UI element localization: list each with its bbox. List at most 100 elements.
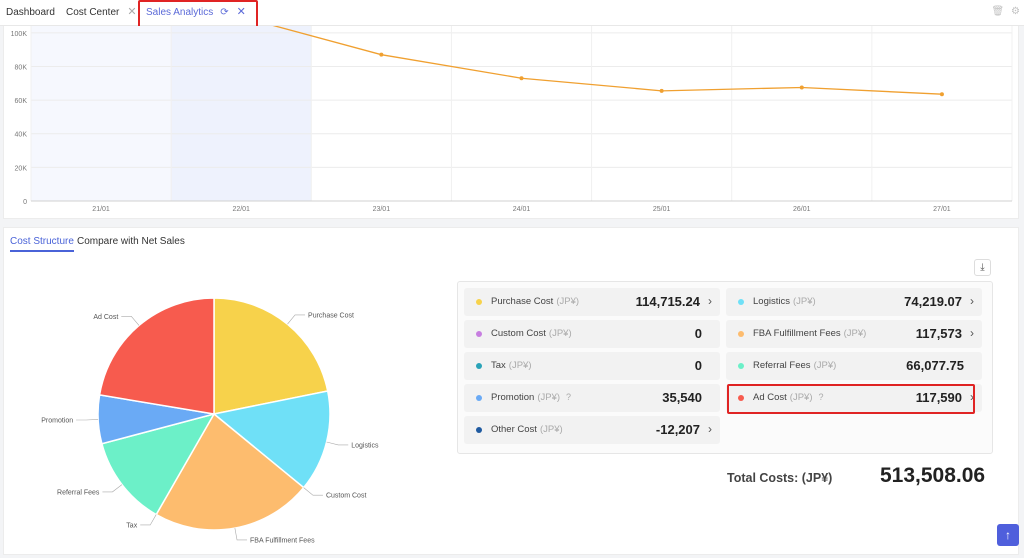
tab-label: Cost Center [66,7,120,18]
cost-structure-card: Cost Structure Compare with Net Sales Pu… [3,227,1019,555]
sales-line-chart: 0 20K 40K 60K 80K 100K 21/01 22/01 23/01 24/01 25/… [11,26,1013,213]
label-leader-line [121,316,140,326]
cost-value: 74,219.07 [904,294,962,309]
pie-label: FBA Fulfillment Fees [250,537,315,544]
cost-item-other[interactable]: Other Cost (JP¥) -12,207 › [464,416,720,444]
chevron-right-icon[interactable]: › [970,390,974,404]
close-icon[interactable]: ✕ [236,6,246,18]
cost-item-fba[interactable]: FBA Fulfillment Fees (JP¥) 117,573 › [726,320,982,348]
pie-slice[interactable] [100,412,216,516]
y-tick-label: 80K [15,64,28,71]
pie-slice[interactable] [98,297,215,415]
cost-value: 66,077.75 [906,358,964,373]
highlight-box [727,384,975,414]
data-point[interactable] [799,85,804,90]
hover-band [31,26,172,201]
cost-value: -12,207 [655,422,700,437]
tab-sales-analytics[interactable]: Sales Analytics ⟳ ✕ [146,0,246,26]
total-costs-value: 513,508.06 [880,464,986,487]
label-leader-line [234,528,248,541]
legend-dot [738,331,744,337]
y-tick-label: 60K [15,98,28,105]
x-tick-label: 23/01 [373,206,391,213]
download-button[interactable]: ⤓ [974,259,991,276]
cost-item-promotion: Promotion (JP¥)? 35,540 [464,384,720,412]
chevron-right-icon[interactable]: › [708,422,712,436]
trash-icon[interactable]: 🗑 [991,6,1005,17]
cost-value: 117,590 [915,390,962,405]
chevron-right-icon[interactable]: › [708,294,712,308]
close-icon[interactable]: ✕ [127,6,137,18]
pie-slice[interactable] [213,297,329,415]
legend-dot [476,299,482,305]
x-tick-label: 24/01 [513,206,531,213]
cost-item-referral: Referral Fees (JP¥) 66,077.75 [726,352,982,380]
data-point[interactable] [519,76,524,81]
help-icon[interactable]: ? [566,392,572,402]
legend-dot [476,331,482,337]
data-point[interactable] [659,88,664,93]
tab-cost-center[interactable]: Cost Center ✕ [66,0,137,26]
legend-dot [738,299,744,305]
legend-dot [738,395,744,401]
cost-value: 114,715.24 [635,294,700,309]
cost-item-purchase[interactable]: Purchase Cost (JP¥) 114,715.24 › [464,288,720,316]
tab-label: Dashboard [6,7,55,18]
arrow-up-icon: ↑ [1005,528,1011,542]
pie-label: Promotion [41,418,73,425]
cost-value: 117,573 [915,326,962,341]
chevron-right-icon[interactable]: › [970,294,974,308]
y-tick-label: 100K [11,31,28,38]
tab-cost-structure[interactable]: Cost Structure [10,236,74,252]
label-leader-line [102,484,123,493]
x-tick-label: 27/01 [933,206,951,213]
cost-pie-chart: Purchase Cost Logistics Custom Cost FBA Ful… [41,297,379,544]
pie-label: Tax [126,522,137,529]
x-tick-label: 22/01 [232,206,250,213]
y-tick-label: 0 [23,199,27,206]
cost-value: 35,540 [662,390,702,405]
cost-item-custom: Custom Cost (JP¥) 0 [464,320,720,348]
pie-label: Purchase Cost [308,312,354,319]
cost-item-tax: Tax (JP¥) 0 [464,352,720,380]
x-tick-label: 26/01 [793,206,811,213]
refresh-icon[interactable]: ⟳ [220,7,229,18]
cost-breakdown-panel: Purchase Cost (JP¥) 114,715.24 › Logistic… [457,281,993,454]
x-tick-label: 25/01 [653,206,671,213]
pie-slice[interactable] [155,412,305,531]
help-icon[interactable]: ? [818,392,824,402]
gear-icon[interactable]: ⚙ [1011,6,1020,17]
chevron-right-icon[interactable]: › [970,326,974,340]
legend-dot [476,395,482,401]
legend-dot [476,427,482,433]
cost-value: 0 [694,326,702,341]
label-leader-line [326,441,349,446]
hover-band [171,26,312,201]
legend-dot [476,363,482,369]
data-point[interactable] [379,52,384,57]
pie-label: Logistics [351,442,379,449]
legend-dot [738,363,744,369]
total-costs-label: Total Costs: (JP¥) [727,471,833,485]
y-tick-label: 40K [15,132,28,139]
tab-compare-net-sales[interactable]: Compare with Net Sales [77,236,185,247]
pie-slice[interactable] [212,390,331,489]
cost-item-ad[interactable]: Ad Cost (JP¥)? 117,590 › [726,384,982,412]
data-point[interactable] [939,92,944,97]
toolbar-icons: 🗑 ⚙ [992,6,1020,17]
tab-bar: Dashboard Cost Center ✕ Sales Analytics ⟳ ✕… [0,0,1024,26]
label-leader-line [140,514,157,526]
label-leader-line [76,419,99,421]
label-leader-line [303,487,323,496]
download-icon: ⤓ [980,262,985,273]
pie-label: Referral Fees [57,489,100,496]
x-tick-label: 21/01 [92,206,110,213]
scroll-top-button[interactable]: ↑ [997,524,1019,546]
y-tick-label: 20K [15,165,28,172]
pie-label: Ad Cost [93,314,118,321]
sales-line-chart-card: 0 20K 40K 60K 80K 100K 21/01 22/01 23/01 24/01 25/… [3,26,1019,219]
tab-label: Sales Analytics [146,7,214,18]
cost-item-logistics[interactable]: Logistics (JP¥) 74,219.07 › [726,288,982,316]
tab-dashboard[interactable]: Dashboard [6,0,55,26]
pie-label: Custom Cost [326,493,367,500]
